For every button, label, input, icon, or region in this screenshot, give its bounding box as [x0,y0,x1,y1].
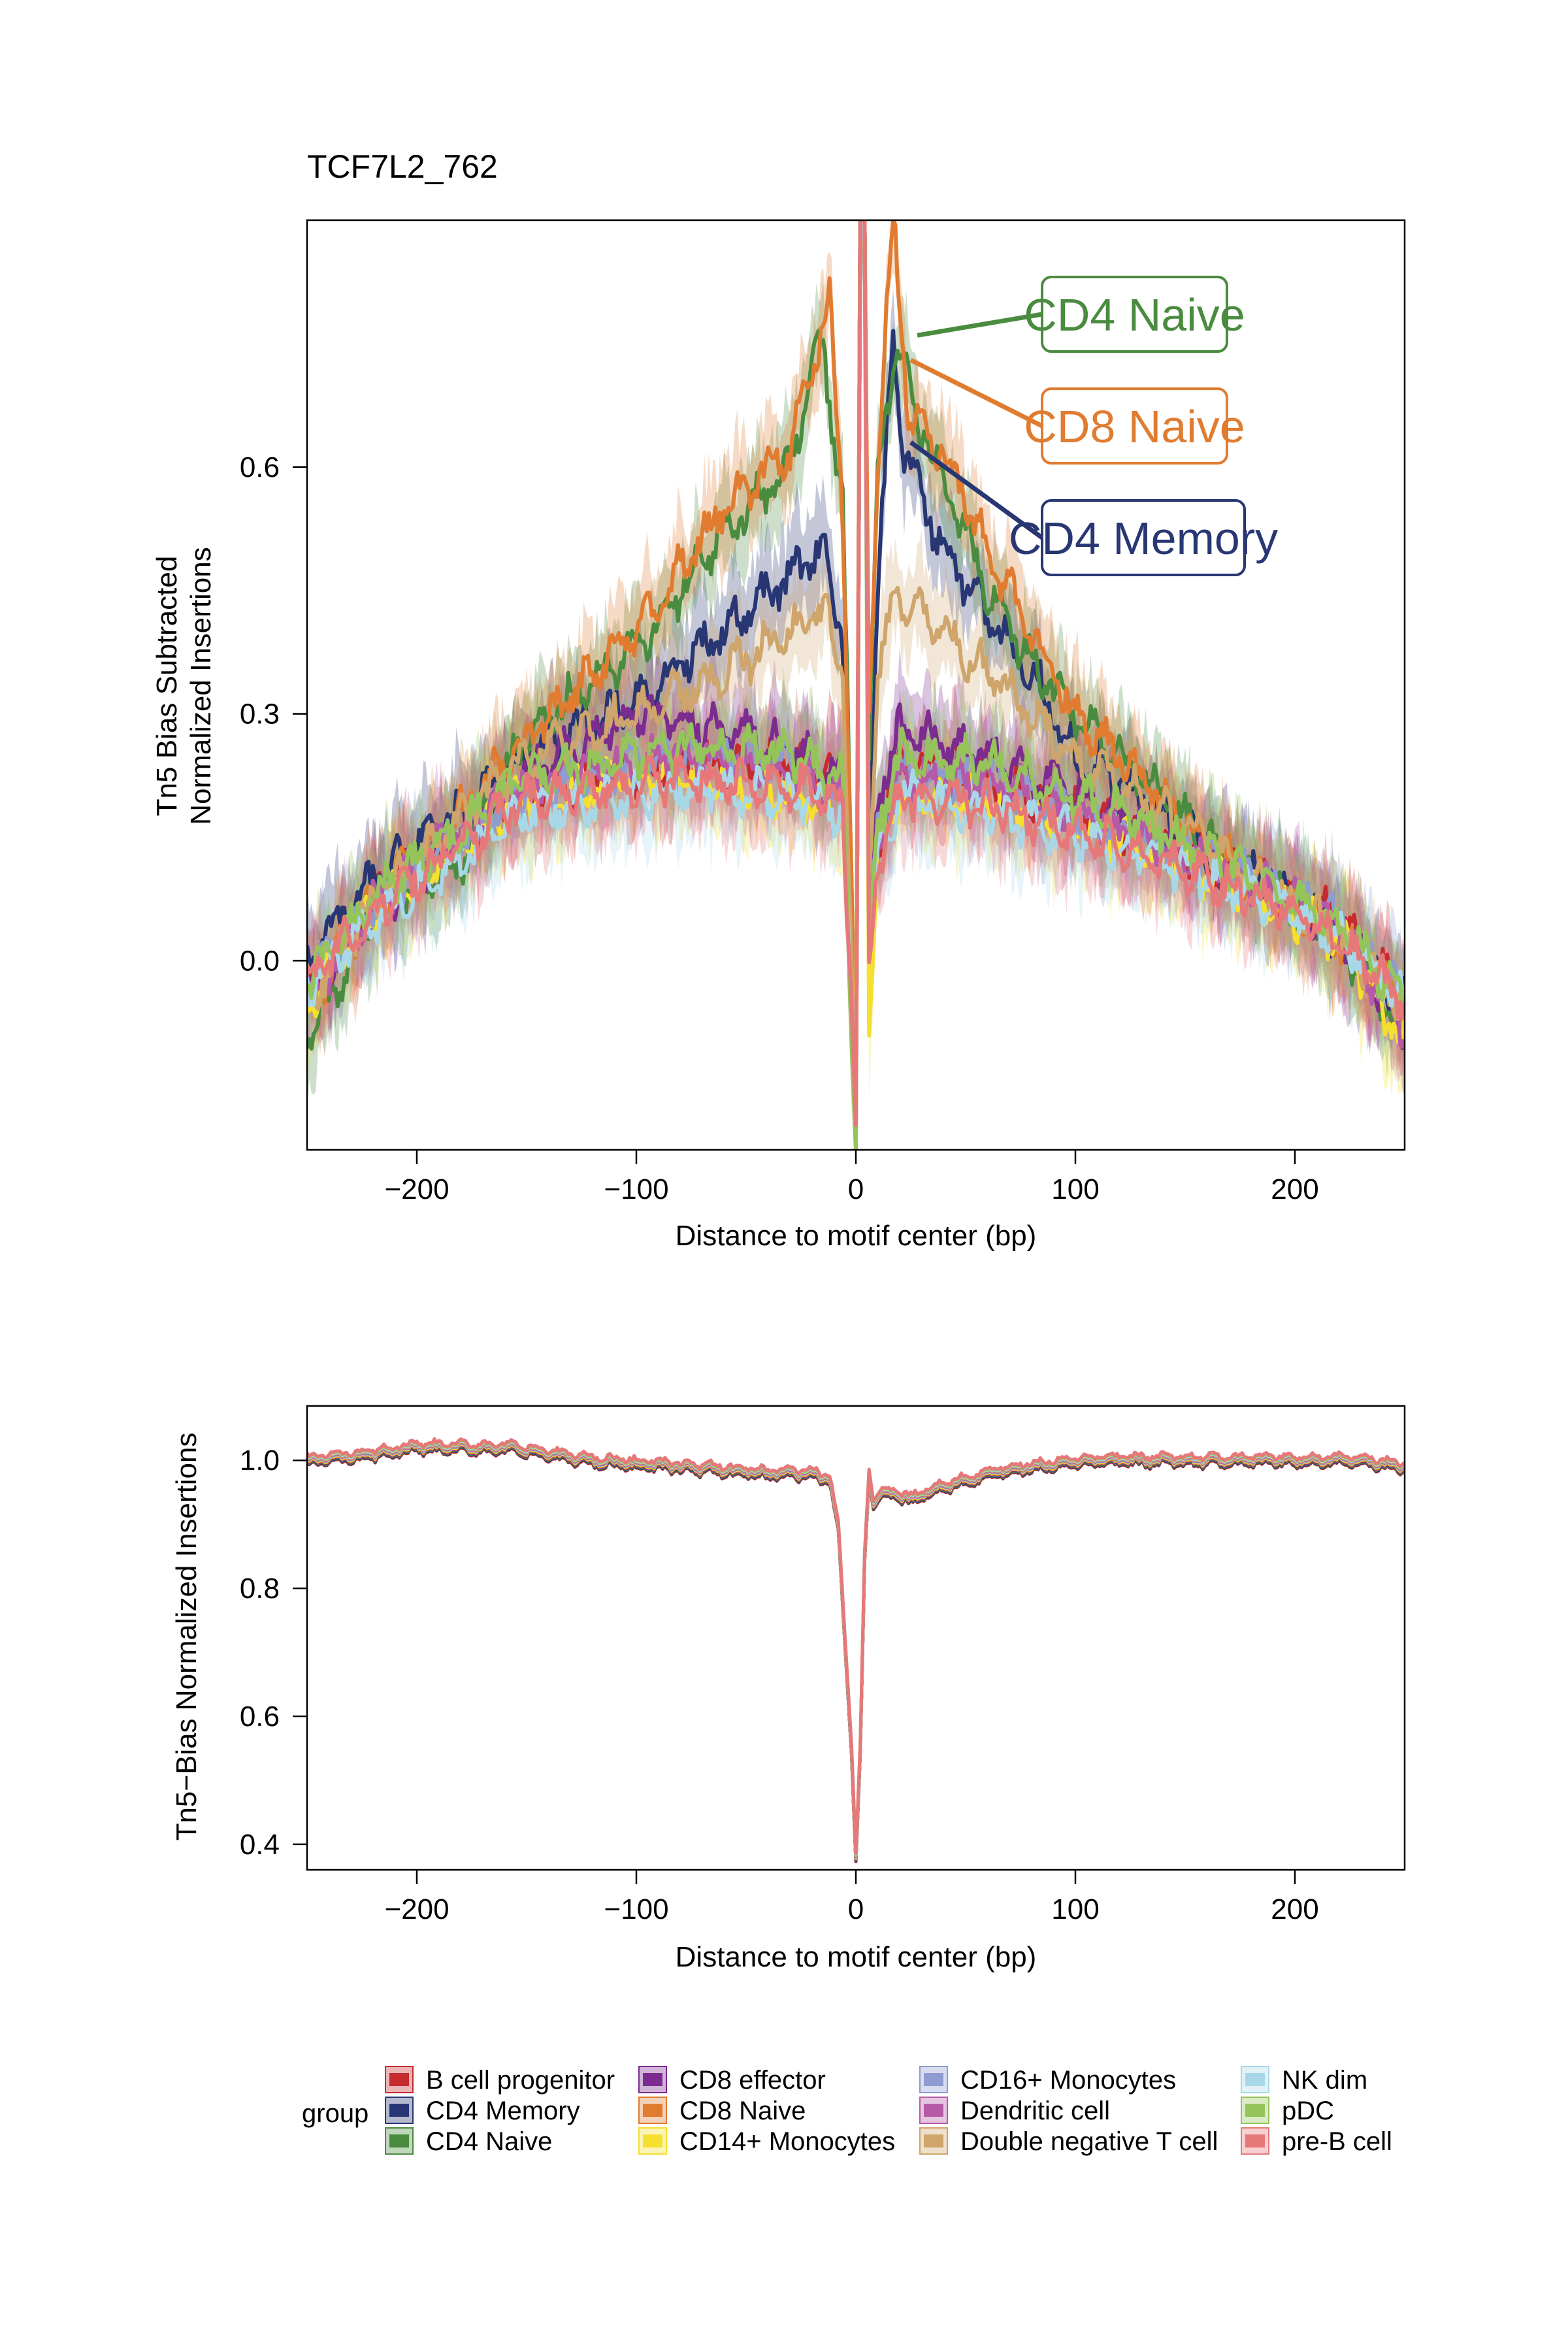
bottom-x-axis: −200 −100 0 100 200 [384,1870,1319,1925]
bottom-line-b-cell-progenitor [307,1445,1405,1863]
bottom-line-cd8-effector [307,1443,1405,1861]
legend-item-cd8-naive: CD8 Naive [638,2097,806,2125]
legend-item-cd16-monocytes: CD16+ Monocytes [919,2066,1176,2095]
bottom-x-tick-label: −100 [604,1893,668,1925]
top-x-tick-label: 0 [848,1173,864,1205]
legend-item-pdc: pDC [1241,2097,1334,2125]
legend-label: Dendritic cell [960,2097,1110,2125]
legend-label: Double negative T cell [960,2127,1218,2156]
annotation-cd4-naive: CD4 Naive [917,276,1245,353]
bottom-line-dendritic-cell [307,1440,1405,1858]
annotation-label: CD4 Naive [1024,289,1245,340]
bottom-line-cd16-monocytes [307,1441,1405,1859]
bottom-y-tick-label: 1.0 [240,1445,280,1477]
top-y-tick-label: 0.3 [240,698,280,730]
line-pre-b-cell [307,220,1405,1128]
bottom-x-tick-label: 0 [848,1893,864,1925]
top-x-axis: −200 −100 0 100 200 [384,1150,1319,1205]
bottom-y-axis-label: Tn5−Bias Normalized Insertions [171,1433,203,1841]
bottom-line-pdc [307,1437,1405,1856]
top-series-lines [307,220,1405,1150]
top-confidence-bands [307,220,1405,1150]
bottom-series-lines [307,1437,1405,1863]
legend-label: CD14+ Monocytes [679,2127,895,2156]
bottom-line-cd4-memory [307,1445,1405,1863]
top-annotations: CD4 Naive CD8 Naive CD4 Memory [909,276,1278,576]
legend-item-double-negative-t-cell: Double negative T cell [919,2127,1218,2156]
legend-item-cd4-naive: CD4 Naive [385,2127,552,2156]
legend-label: CD8 Naive [679,2097,806,2125]
legend-label: NK dim [1282,2066,1367,2095]
legend-title: group [302,2099,368,2128]
top-x-tick-label: 200 [1271,1173,1318,1205]
bottom-y-tick-label: 0.8 [240,1573,280,1605]
legend-item-nk-dim: NK dim [1241,2066,1367,2095]
legend-label: pDC [1282,2097,1334,2125]
top-y-tick-label: 0.0 [240,945,280,977]
bottom-line-nk-dim [307,1439,1405,1857]
bottom-line-pre-b-cell [307,1437,1405,1855]
legend-item-cd4-memory: CD4 Memory [385,2097,580,2125]
legend-label: CD4 Memory [426,2097,580,2125]
annotation-label: CD4 Memory [1009,513,1278,564]
top-x-axis-label: Distance to motif center (bp) [676,1220,1037,1252]
bottom-line-cd4-naive [307,1444,1405,1862]
legend-label: pre-B cell [1282,2127,1392,2156]
legend-label: CD8 effector [679,2066,826,2095]
bottom-line-cd8-naive [307,1442,1405,1861]
chart-title: TCF7L2_762 [307,148,498,185]
legend-label: B cell progenitor [426,2066,615,2095]
top-y-axis: 0.0 0.3 0.6 [240,451,307,977]
top-x-tick-label: −200 [384,1173,449,1205]
legend-item-cd14-monocytes: CD14+ Monocytes [638,2127,895,2156]
bottom-x-tick-label: 100 [1051,1893,1099,1925]
band-cd8-naive [307,220,1405,1150]
annotation-cd8-naive: CD8 Naive [909,357,1245,465]
legend-item-dendritic-cell: Dendritic cell [919,2097,1110,2125]
bottom-chart: −200 −100 0 100 200 0.4 0.6 0.8 1.0 Distance to… [171,1405,1406,1973]
top-y-axis-label-line2: Normalized Insertions [185,547,217,825]
bottom-plot-frame [306,1405,1406,1871]
bottom-y-tick-label: 0.6 [240,1701,280,1733]
bottom-line-double-negative-t-cell [307,1439,1405,1857]
top-y-axis-label-line1: Tn5 Bias Subtracted [151,556,183,817]
bottom-y-tick-label: 0.4 [240,1829,280,1861]
legend-item-cd8-effector: CD8 effector [638,2066,826,2095]
bottom-x-tick-label: −200 [384,1893,449,1925]
top-x-tick-label: −100 [604,1173,668,1205]
top-y-tick-label: 0.6 [240,451,280,483]
bottom-y-axis: 0.4 0.6 0.8 1.0 [240,1445,307,1861]
bottom-line-cd14-monocytes [307,1441,1405,1860]
legend-item-b-cell-progenitor: B cell progenitor [385,2066,615,2095]
annotation-label: CD8 Naive [1024,401,1245,452]
bottom-x-tick-label: 200 [1271,1893,1318,1925]
legend-label: CD16+ Monocytes [960,2066,1176,2095]
annotation-cd4-memory: CD4 Memory [909,440,1278,576]
top-x-tick-label: 100 [1051,1173,1099,1205]
legend-item-pre-b-cell: pre-B cell [1241,2127,1392,2156]
legend-label: CD4 Naive [426,2127,552,2156]
bottom-x-axis-label: Distance to motif center (bp) [676,1941,1037,1973]
